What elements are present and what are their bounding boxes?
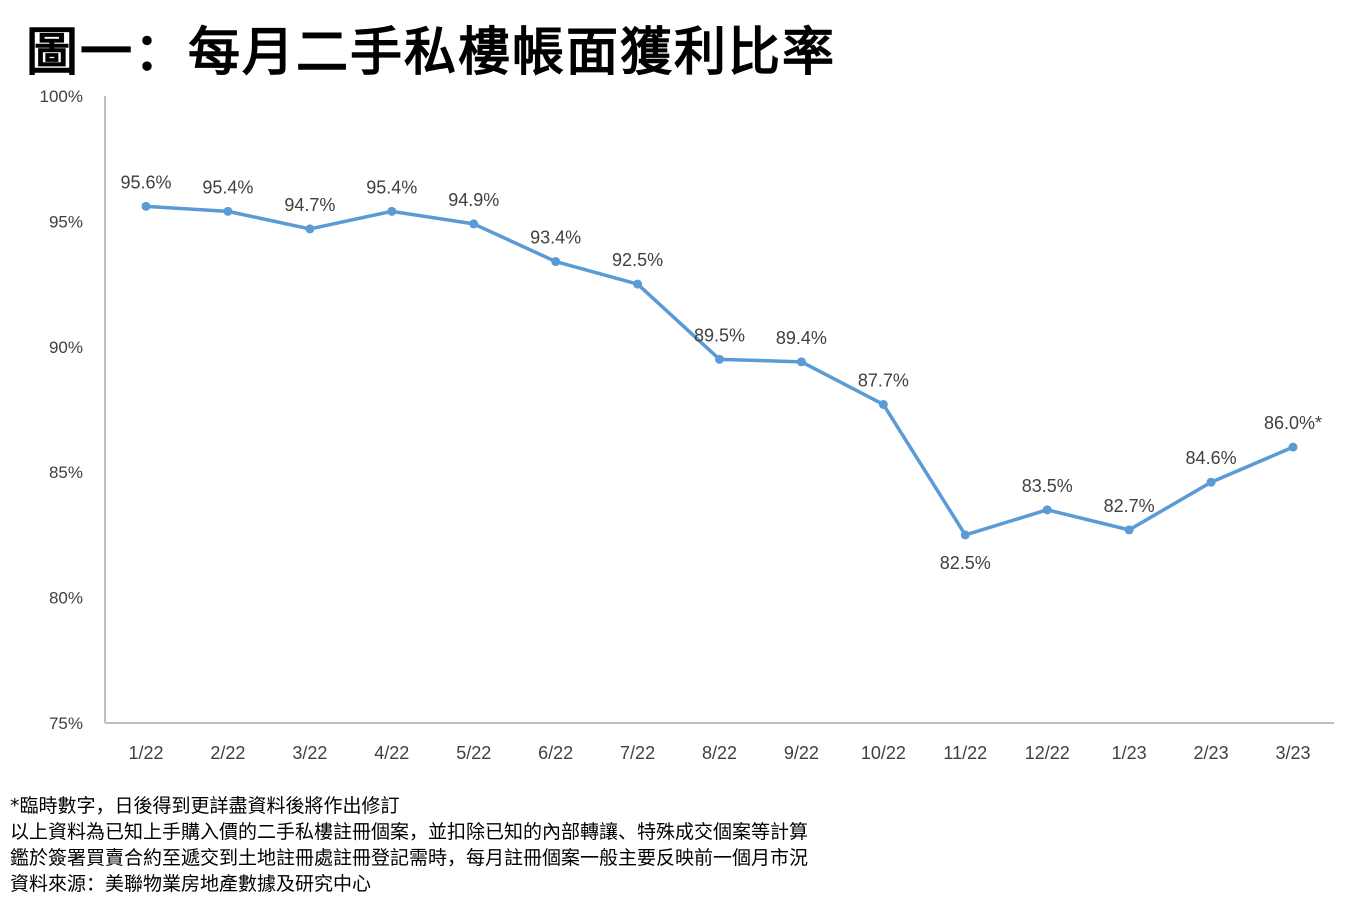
y-tick-label: 100% [40,87,83,106]
data-point [305,224,315,234]
series-polyline [145,204,1294,537]
x-tick-label: 10/22 [861,743,906,763]
data-label: 82.7% [1104,496,1155,516]
y-tick-label: 95% [49,212,83,231]
data-label: 94.7% [284,195,335,215]
data-point [1042,505,1052,515]
x-tick-label: 5/22 [456,743,491,763]
data-point [1288,442,1298,452]
y-tick-label: 80% [49,589,83,608]
data-labels: 95.6% 95.4% 94.7% 95.4% 94.9% 93.4% 92.5% 89.5%… [120,172,1322,573]
data-point [1124,525,1134,535]
data-point [878,399,888,409]
x-tick-label: 8/22 [702,743,737,763]
data-point [223,206,233,216]
x-tick-label: 7/22 [620,743,655,763]
note-source: 資料來源：美聯物業房地產數據及研究中心 [10,873,372,895]
data-label: 84.6% [1186,448,1237,468]
x-tick-label: 4/22 [374,743,409,763]
data-label: 92.5% [612,250,663,270]
y-tick-label: 90% [49,338,83,357]
x-tick-label: 12/22 [1025,743,1070,763]
x-tick-label: 3/22 [292,743,327,763]
line-chart: 75% 80% 85% 90% 95% 100% 1/22 2/22 3/22 4/22 5/22… [40,87,1334,763]
x-tick-label: 1/22 [128,743,163,763]
note-timing: 鑑於簽署買賣合約至遞交到土地註冊處註冊登記需時，每月註冊個案一般主要反映前一個月… [10,847,809,869]
data-label: 83.5% [1022,476,1073,496]
data-point [551,257,561,267]
x-tick-label: 2/23 [1194,743,1229,763]
data-point [633,279,643,289]
y-tick-label: 75% [49,714,83,733]
chart-title: 圖一：每月二手私樓帳面獲利比率 [26,23,837,83]
data-label: 95.4% [202,177,253,197]
x-tick-label: 2/22 [210,743,245,763]
x-axis-ticks: 1/22 2/22 3/22 4/22 5/22 6/22 7/22 8/22 9/22 10/2… [128,743,1310,763]
data-point [960,530,970,540]
data-label: 82.5% [940,553,991,573]
data-point [796,357,806,367]
data-point [387,206,397,216]
data-label: 95.4% [366,177,417,197]
y-axis-ticks: 75% 80% 85% 90% 95% 100% [40,87,83,733]
data-label: 89.4% [776,328,827,348]
data-label: 86.0%* [1264,413,1322,433]
footnotes: *臨時數字，日後得到更詳盡資料後將作出修訂 以上資料為已知上手購入價的二手私樓註… [10,793,808,897]
data-label: 87.7% [858,370,909,390]
data-label: 94.9% [448,190,499,210]
data-label: 95.6% [120,172,171,192]
data-point [1206,477,1216,487]
series-line [141,201,1298,540]
note-provisional: *臨時數字，日後得到更詳盡資料後將作出修訂 [10,795,400,817]
y-tick-label: 85% [49,463,83,482]
x-tick-label: 1/23 [1112,743,1147,763]
data-label: 89.5% [694,325,745,345]
data-point [715,354,724,364]
note-methodology: 以上資料為已知上手購入價的二手私樓註冊個案，並扣除已知的內部轉讓、特殊成交個案等… [10,821,809,843]
x-tick-label: 3/23 [1275,743,1310,763]
data-point [469,219,479,229]
axes [104,96,1334,724]
data-point [141,201,151,211]
data-label: 93.4% [530,228,581,248]
x-tick-label: 6/22 [538,743,573,763]
x-tick-label: 11/22 [943,743,987,763]
x-tick-label: 9/22 [784,743,819,763]
